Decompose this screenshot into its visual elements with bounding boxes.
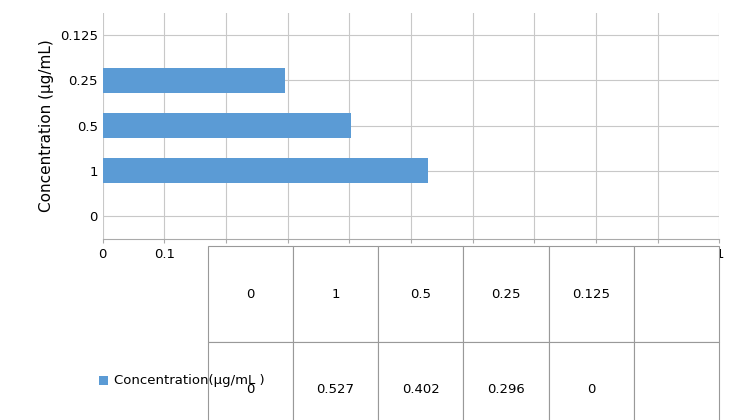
Y-axis label: Concentration (µg/mL): Concentration (µg/mL) (40, 39, 54, 212)
X-axis label: Absorbance at 450nm: Absorbance at 450nm (317, 266, 505, 281)
Text: Concentration(µg/mL ): Concentration(µg/mL ) (114, 374, 264, 386)
Bar (103, 68, 286, 93)
Bar (103, 158, 428, 183)
Bar (103, 113, 351, 138)
